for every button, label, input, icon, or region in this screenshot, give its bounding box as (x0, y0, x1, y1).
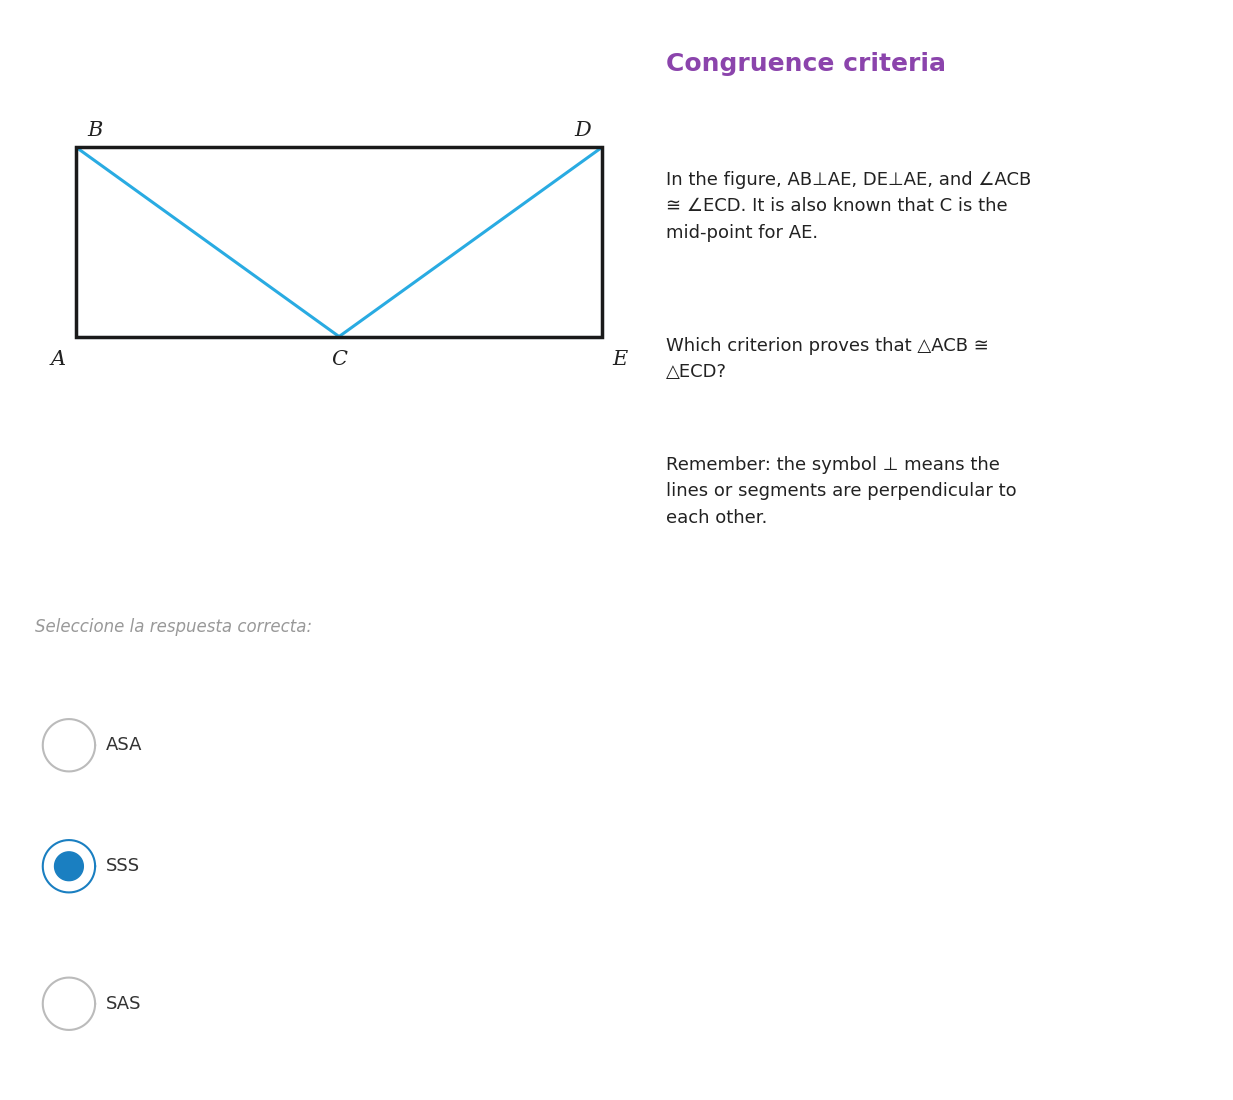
Text: Seleccione la respuesta correcta:: Seleccione la respuesta correcta: (36, 618, 312, 636)
Text: E: E (613, 350, 628, 368)
Text: Which criterion proves that △ACB ≅
△ECD?: Which criterion proves that △ACB ≅ △ECD? (666, 337, 989, 382)
Text: D: D (575, 121, 592, 140)
Text: Congruence criteria: Congruence criteria (666, 52, 946, 76)
Text: A: A (51, 350, 65, 368)
Text: B: B (86, 121, 102, 140)
Text: SAS: SAS (106, 994, 142, 1013)
Text: ASA: ASA (106, 736, 143, 755)
Polygon shape (54, 851, 84, 881)
Text: SSS: SSS (106, 857, 141, 876)
Text: C: C (332, 350, 346, 368)
Text: Remember: the symbol ⊥ means the
lines or segments are perpendicular to
each oth: Remember: the symbol ⊥ means the lines o… (666, 455, 1016, 527)
Text: In the figure, AB⊥AE, DE⊥AE, and ∠ACB
≅ ∠ECD. It is also known that C is the
mid: In the figure, AB⊥AE, DE⊥AE, and ∠ACB ≅ … (666, 170, 1031, 242)
